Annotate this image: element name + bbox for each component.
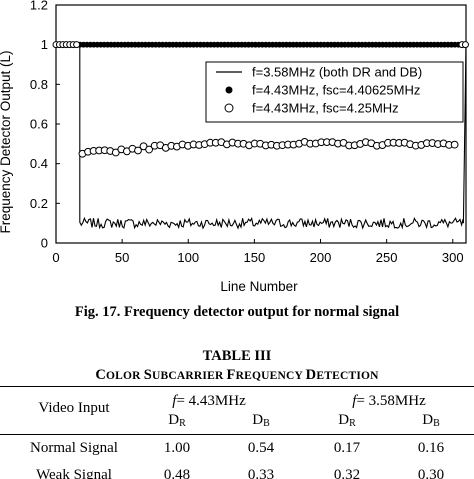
x-tick-label: 100: [177, 250, 199, 265]
x-tick-label: 250: [376, 250, 398, 265]
table-title-part: D: [305, 367, 317, 383]
header-video-input: Video Input: [38, 400, 110, 416]
plot-frame: [55, 4, 467, 244]
open-circle-marker: [145, 145, 154, 154]
figure-caption: Fig. 17. Frequency detector output for n…: [74, 304, 400, 320]
header-group-value: = 3.58MHz: [356, 393, 426, 409]
legend-label: f=3.58MHz (both DR and DB): [252, 65, 422, 80]
header-group-value: = 4.43MHz: [176, 393, 246, 409]
table-title-part: F: [226, 367, 236, 383]
chart-series: [52, 41, 469, 230]
table-title-part: C: [95, 367, 106, 383]
x-tick-label: 150: [244, 250, 266, 265]
legend-box: [205, 61, 464, 123]
legend-label: f=4.43MHz, fsc=4.40625MHz: [252, 83, 420, 98]
header-d: D: [422, 412, 434, 428]
legend-label: f=4.43MHz, fsc=4.25MHz: [252, 101, 399, 116]
table-title-part: OLOR: [106, 370, 144, 382]
y-tick-label: 1.2: [30, 0, 48, 13]
chart-ticks: 0 0.2 0.4 0.6 0.8 1 1.2 0 50 100 150 200 250 300: [30, 0, 464, 265]
header-d: D: [338, 412, 350, 428]
open-circle-marker: [134, 146, 142, 155]
open-circle-marker: [450, 140, 459, 149]
table-cell: 1.00: [163, 440, 191, 456]
table-title: COLOR SUBCARRIER FREQUENCY DETECTION: [0, 367, 474, 384]
table-label: TABLE III: [202, 348, 272, 364]
chart-legend: f=3.58MHz (both DR and DB) f=4.43MHz, fsc…: [205, 61, 464, 123]
legend-open-circle: [224, 103, 234, 113]
header-dr-358: DR: [317, 412, 377, 429]
x-tick-label: 0: [52, 250, 59, 265]
table-cell: 0.16: [417, 440, 445, 456]
table-cell: 0.54: [247, 440, 275, 456]
table-header-rule: [0, 434, 474, 435]
header-d: D: [168, 412, 180, 428]
y-axis-label: Frequency Detector Output (L): [0, 50, 13, 233]
x-tick-label: 200: [310, 250, 332, 265]
table-cell: 0.17: [333, 440, 361, 456]
x-axis-label: Line Number: [220, 279, 298, 294]
open-circle-marker: [461, 41, 469, 49]
y-tick-label: 0: [41, 236, 48, 251]
table-cell: 0.30: [417, 467, 445, 479]
table-cell: 0.32: [333, 467, 361, 479]
frequency-symbol: f: [172, 393, 177, 409]
legend-filled-circle: [225, 86, 233, 94]
header-group-358: f= 3.58MHz: [324, 393, 454, 410]
header-db-358: DB: [401, 412, 461, 429]
header-dr-443: DR: [147, 412, 207, 429]
y-tick-label: 0.6: [30, 117, 48, 132]
table-title-part: UBCARRIER: [152, 370, 227, 382]
chart-axes: [55, 4, 467, 244]
header-d: D: [252, 412, 264, 428]
header-db-443: DB: [231, 412, 291, 429]
table-title-part: ETECTION: [316, 370, 379, 382]
table-row-label: Weak Signal: [36, 467, 112, 479]
y-tick-label: 0.4: [30, 156, 48, 171]
frequency-symbol: f: [352, 393, 357, 409]
header-group-443: f= 4.43MHz: [144, 393, 274, 410]
table-top-rule: [0, 386, 474, 388]
y-tick-label: 0.8: [30, 77, 48, 92]
y-tick-label: 1: [41, 37, 48, 52]
table-row-label: Normal Signal: [30, 440, 118, 456]
table-cell: 0.33: [247, 467, 275, 479]
y-tick-label: 0.2: [30, 196, 48, 211]
header-subscript: R: [349, 418, 356, 429]
x-tick-label: 50: [115, 250, 129, 265]
x-tick-label: 300: [442, 250, 464, 265]
table-title-part: S: [143, 367, 153, 383]
frequency-detector-chart: 0 0.2 0.4 0.6 0.8 1 1.2 0 50 100 150 200 250 300 f=3.…: [0, 0, 469, 294]
header-subscript: B: [433, 418, 440, 429]
header-subscript: B: [263, 418, 270, 429]
open-circle-marker: [73, 41, 81, 49]
table-title-part: REQUENCY: [235, 370, 306, 382]
series-line-358: [56, 44, 467, 230]
header-subscript: R: [179, 418, 186, 429]
table-cell: 0.48: [163, 467, 191, 479]
